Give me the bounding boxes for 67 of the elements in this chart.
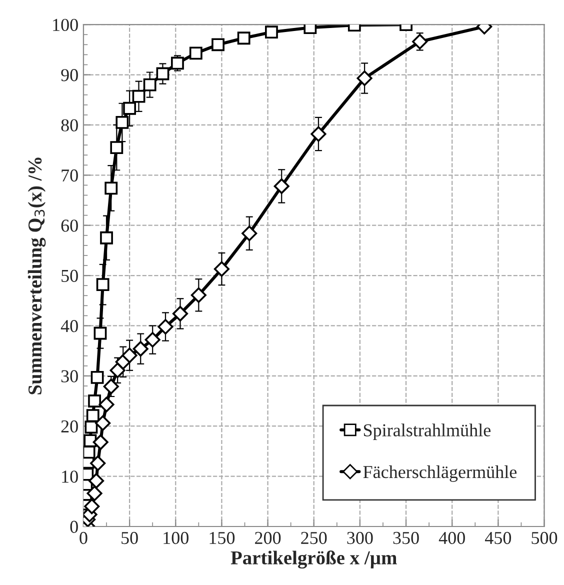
point [110, 141, 124, 154]
legend-label: Spiralstrahlmühle [364, 424, 491, 440]
y-tick-label: 40 [60, 320, 78, 332]
point [156, 67, 170, 80]
point [190, 287, 206, 303]
point [172, 306, 188, 322]
x-tick-label: 200 [255, 532, 281, 544]
y-axis-title: Summenverteilung Q$_{3}$(x) /% [28, 158, 46, 394]
x-tick-label: 150 [210, 532, 235, 544]
point [274, 178, 290, 194]
point [98, 396, 114, 412]
x-tick-label: 100 [164, 532, 188, 544]
legend-label: Fächerschlägermühle [363, 465, 517, 482]
x-tick-label: 300 [347, 532, 373, 544]
x-tick-label: 450 [484, 532, 512, 544]
point [412, 34, 428, 50]
point [83, 446, 96, 459]
point [110, 362, 126, 378]
y-tick-label: 100 [53, 18, 78, 32]
point [212, 38, 224, 52]
point [214, 261, 230, 277]
point [88, 394, 101, 408]
y-tick-label: 30 [61, 370, 78, 382]
point [310, 126, 326, 142]
point [132, 90, 146, 103]
point [88, 473, 104, 489]
y-tick-label: 10 [62, 470, 78, 483]
point [94, 326, 107, 340]
point [104, 182, 118, 195]
point [86, 409, 100, 422]
x-tick-label: 400 [438, 532, 465, 544]
y-tick-label: 70 [62, 169, 78, 182]
point [90, 370, 104, 384]
x-tick-label: 0 [80, 532, 88, 544]
point [95, 415, 111, 431]
x-tick-label: 50 [122, 532, 138, 544]
y-tick-label: 20 [61, 420, 78, 433]
x-tick-label: 250 [301, 532, 327, 544]
point [158, 318, 174, 335]
x-axis-title: Partikelgröße x /µm [230, 550, 397, 568]
point [100, 231, 113, 244]
point [171, 56, 184, 70]
point [265, 26, 278, 39]
point [144, 332, 160, 348]
point [84, 498, 100, 514]
point [132, 341, 148, 357]
point [84, 434, 97, 448]
point [123, 102, 136, 115]
y-tick-label: 90 [61, 69, 78, 82]
y-tick-label: 80 [61, 119, 78, 132]
point [242, 226, 258, 242]
y-tick-label: 50 [62, 270, 78, 282]
x-tick-label: 500 [532, 532, 558, 544]
point [96, 278, 110, 292]
y-tick-label: 0 [70, 520, 78, 533]
point [86, 486, 102, 502]
point [103, 378, 119, 394]
x-tick-label: 350 [393, 532, 419, 544]
point [237, 32, 250, 45]
point [92, 434, 108, 450]
point [356, 70, 372, 86]
point [143, 78, 156, 92]
point [122, 348, 138, 364]
point [116, 116, 129, 129]
y-tick-label: 60 [61, 220, 78, 232]
point [189, 46, 202, 60]
point [90, 455, 106, 472]
